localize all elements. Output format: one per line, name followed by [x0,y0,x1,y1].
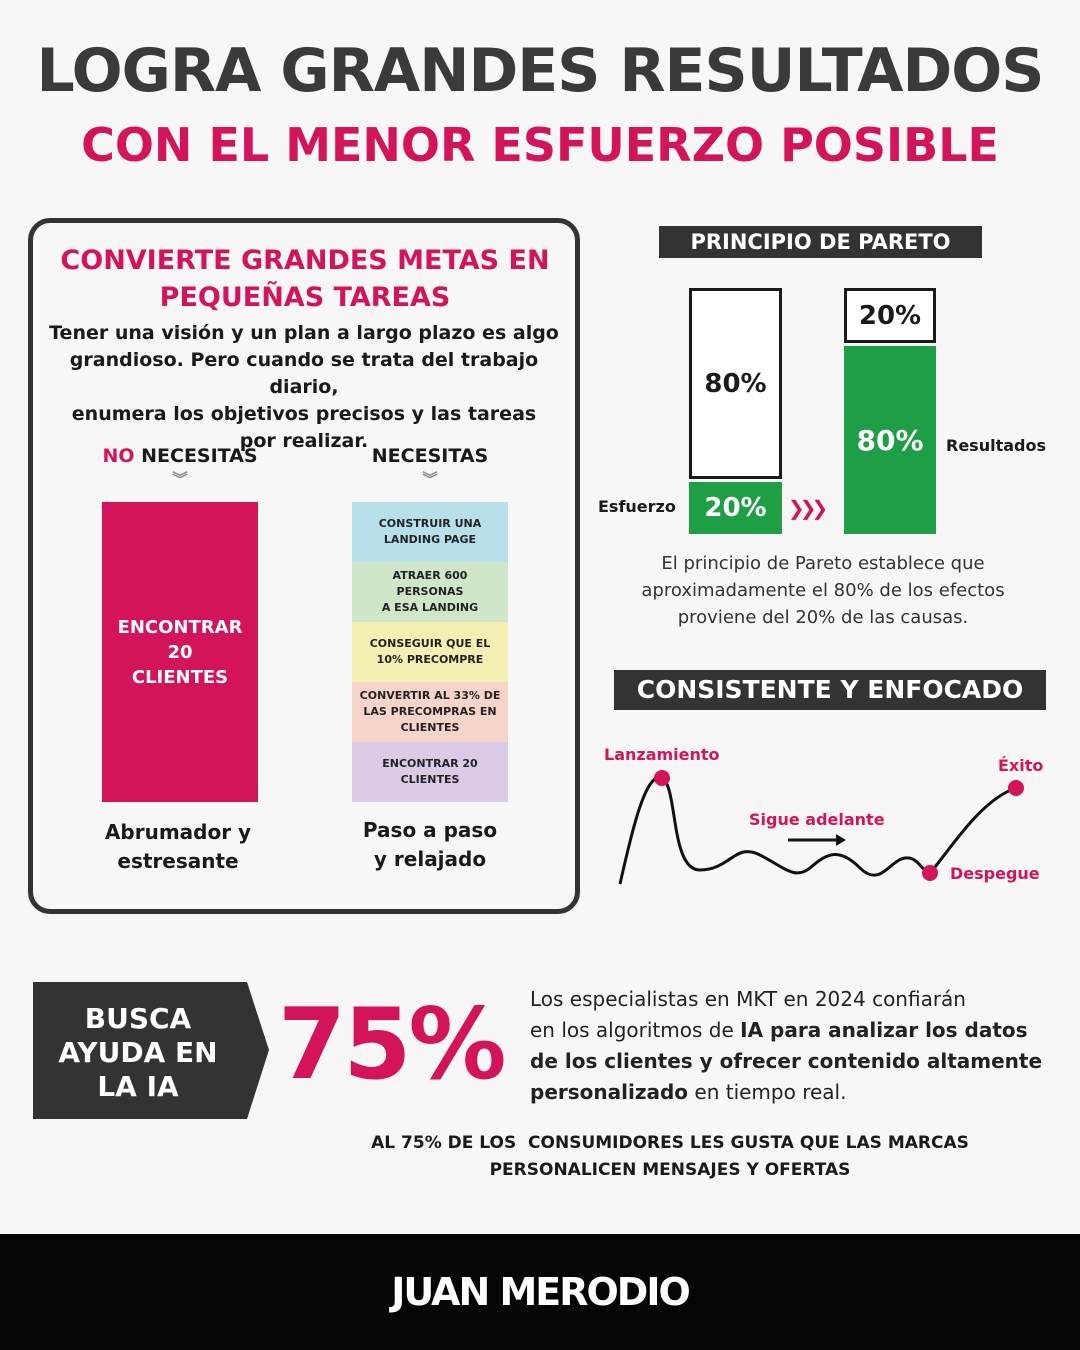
goals-card-body-line: grandioso. Pero cuando se trata del trab… [69,349,539,398]
task-line: CONSTRUIR UNA [378,517,482,530]
task-item: ENCONTRAR 20 CLIENTES [352,742,508,802]
goals-card-title-line: PEQUEÑAS TAREAS [159,282,451,313]
journey-curve [618,770,1024,885]
necesitas-label: NECESITAS [371,445,489,467]
goals-card-body-line: por realizar. [239,430,369,452]
ia-text-line: Los especialistas en MKT en 2024 confiar… [530,987,966,1011]
ia-text-line: de los clientes y ofrecer contenido alta… [530,1046,1050,1077]
triple-chevron-right-icon: ❯❯❯ [788,496,828,520]
no-label-prefix: NO [102,445,135,467]
big-goal-line: ENCONTRAR [117,616,243,638]
task-item: CONSEGUIR QUE EL 10% PRECOMPRE [352,622,508,682]
task-line: CONSEGUIR QUE EL [369,637,491,650]
ia-description: Los especialistas en MKT en 2024 confiar… [530,984,1050,1108]
big-goal-block: ENCONTRAR 20 CLIENTES [102,502,258,802]
big-goal-line: CLIENTES [131,666,229,688]
task-line: CLIENTES [400,773,460,786]
pareto-text-line: aproximadamente el 80% de los efectos [641,580,1005,601]
ia-text-line: personalizado en tiempo real. [530,1077,1050,1108]
pareto-effort-top: 80% [689,288,782,479]
pareto-text-line: proviene del 20% de las causas. [677,607,969,628]
main-subtitle: CON EL MENOR ESFUERZO POSIBLE [81,118,999,172]
consistency-tag: CONSISTENTE Y ENFOCADO [614,670,1046,710]
ia-text-bold: personalizado [530,1080,689,1104]
success-dot [1008,780,1024,796]
launch-label: Lanzamiento [604,745,720,764]
ia-badge-line: AYUDA EN [58,1036,218,1069]
left-footer-line: Abrumador y [104,820,252,844]
forward-arrow-icon [836,834,846,846]
task-line: LAS PRECOMPRAS EN [363,705,497,718]
task-line: LANDING PAGE [383,533,477,546]
chevron-down-icon: ︾ [422,470,438,488]
task-line: 10% PRECOMPRE [376,653,484,666]
big-percentage: 75% [278,988,507,1102]
effort-label: Esfuerzo [598,497,676,516]
launch-dot [654,770,670,786]
task-item: ATRAER 600 PERSONAS A ESA LANDING [352,562,508,622]
ia-badge-shape [33,982,269,1119]
right-footer-line: Paso a paso [362,818,498,842]
ia-note: AL 75% DE LOS CONSUMIDORES LES GUSTA QUE… [300,1130,1040,1184]
task-item: CONVERTIR AL 33% DE LAS PRECOMPRAS EN CLIE… [352,682,508,742]
ia-text-part: en los algoritmos de [530,1018,741,1042]
pareto-effort-bottom: 20% [689,482,782,534]
pareto-text-line: El principio de Pareto establece que [661,553,985,574]
task-line: CLIENTES [400,721,460,734]
ia-note-line: PERSONALICEN MENSAJES Y OFERTAS [489,1160,851,1180]
ia-badge-line: LA IA [97,1070,179,1103]
ia-badge-bg [33,982,269,1119]
no-necesitas-label: NO NECESITAS [90,445,270,467]
main-title: LOGRA GRANDES RESULTADOS [36,36,1044,106]
right-footer-line: y relajado [373,847,487,871]
ia-note-line: AL 75% DE LOS CONSUMIDORES LES GUSTA QUE… [371,1133,969,1153]
ia-text-line: en los algoritmos de IA para analizar lo… [530,1015,1050,1046]
takeoff-label: Despegue [950,864,1040,883]
goals-card-body-line: Tener una visión y un plan a largo plazo… [49,322,559,344]
ia-badge-line: BUSCA [84,1002,192,1035]
results-label: Resultados [946,436,1046,455]
brand-logo: JUAN MERODIO [391,1270,691,1314]
no-label-suffix: NECESITAS [134,445,258,467]
pareto-results-top: 20% [844,288,936,343]
task-line: CONVERTIR AL 33% DE [359,689,501,702]
goals-card-body: Tener una visión y un plan a largo plazo… [42,320,566,455]
task-line: A ESA LANDING [381,601,479,614]
takeoff-dot [922,865,938,881]
goals-card-body-line: enumera los objetivos precisos y las tar… [71,403,537,425]
task-line: ENCONTRAR 20 [382,757,478,770]
big-goal-line: 20 [167,641,193,663]
goals-card-title-line: CONVIERTE GRANDES METAS EN [60,245,550,276]
left-footer-line: estresante [117,849,239,873]
ia-badge-text: BUSCA AYUDA EN LA IA [33,1002,243,1104]
pareto-results-bottom: 80% [844,346,936,534]
pareto-tag: PRINCIPIO DE PARETO [659,226,982,258]
ia-text-part: en tiempo real. [688,1080,847,1104]
task-line: ATRAER 600 PERSONAS [392,569,468,598]
keep-going-label: Sigue adelante [749,810,885,829]
success-label: Éxito [998,756,1044,775]
goals-card-title: CONVIERTE GRANDES METAS EN PEQUEÑAS TARE… [40,242,570,316]
task-item: CONSTRUIR UNA LANDING PAGE [352,502,508,562]
ia-text-bold: de los clientes y ofrecer contenido alta… [530,1049,1043,1073]
footer-bar: JUAN MERODIO [0,1234,1080,1350]
chevron-down-icon: ︾ [172,470,188,488]
left-footer: Abrumador y estresante [78,818,278,876]
right-footer: Paso a paso y relajado [330,816,530,874]
ia-text-bold: IA para analizar los datos [740,1018,1028,1042]
pareto-description: El principio de Pareto establece que apr… [612,550,1034,631]
